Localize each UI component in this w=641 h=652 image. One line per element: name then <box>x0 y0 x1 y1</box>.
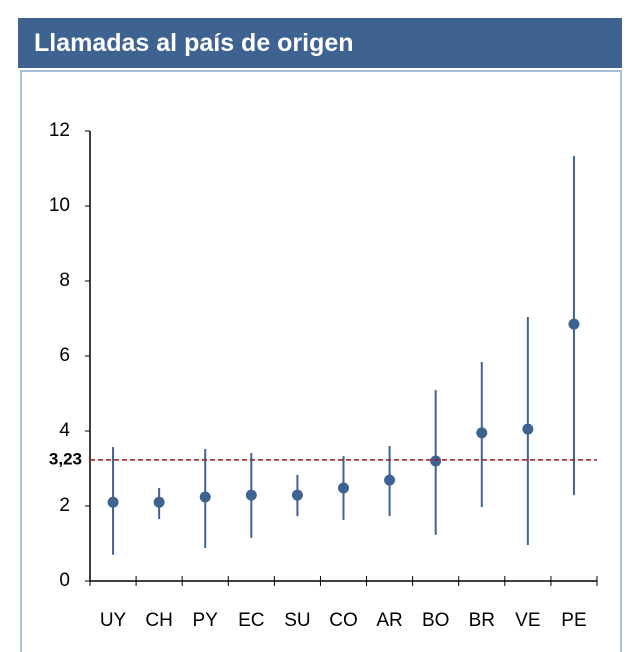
y-tick-label: 8 <box>59 270 70 291</box>
point <box>430 455 442 467</box>
y-tick-label: 12 <box>49 120 70 141</box>
y-tick-label: 2 <box>59 495 70 516</box>
point <box>153 496 165 508</box>
point <box>338 482 349 494</box>
x-tick-label: EC <box>238 610 264 631</box>
x-tick-label: SU <box>284 610 310 631</box>
point <box>384 474 396 486</box>
reference-label: 3,23 <box>49 449 82 468</box>
x-tick-label: BR <box>469 610 495 631</box>
point <box>291 489 303 501</box>
x-tick-label: PE <box>561 610 586 631</box>
y-tick-label: 6 <box>59 345 70 366</box>
x-tick-label: VE <box>515 610 540 631</box>
y-tick-label: 10 <box>49 195 70 216</box>
point <box>199 491 211 503</box>
y-tick-label: 4 <box>59 420 70 441</box>
chart-title: Llamadas al país de origen <box>18 18 622 68</box>
x-tick-label: BO <box>422 610 449 631</box>
x-tick-label: CH <box>145 610 172 631</box>
x-tick-label: AR <box>376 610 402 631</box>
point <box>245 489 257 501</box>
point <box>476 427 488 439</box>
point <box>568 318 580 330</box>
point <box>522 423 534 435</box>
x-tick-label: CO <box>329 610 358 631</box>
x-tick-label: UY <box>100 610 127 631</box>
x-tick-label: PY <box>193 610 219 631</box>
chart-panel <box>20 70 622 652</box>
y-tick-label: 0 <box>59 570 70 591</box>
point <box>107 496 119 508</box>
